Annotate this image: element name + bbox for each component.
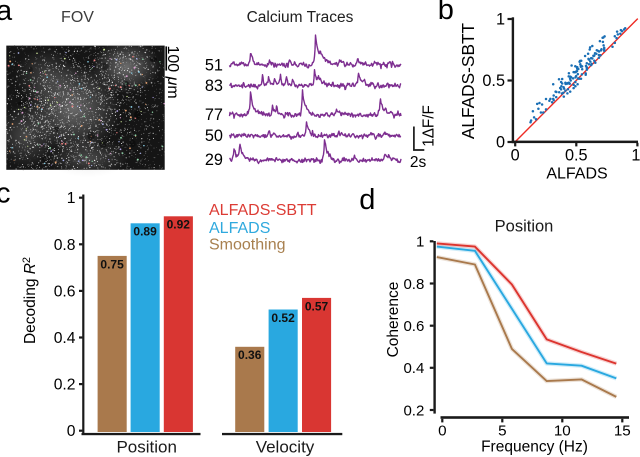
svg-text:0.6: 0.6	[403, 318, 424, 335]
svg-text:0.8: 0.8	[54, 237, 76, 254]
svg-text:ALFADS-SBTT: ALFADS-SBTT	[458, 22, 478, 139]
svg-text:Frequency (Hz): Frequency (Hz)	[481, 439, 588, 456]
svg-text:5: 5	[498, 423, 506, 440]
svg-text:Coherence: Coherence	[385, 282, 402, 358]
svg-text:0.52: 0.52	[271, 311, 295, 325]
svg-text:a: a	[0, 0, 13, 27]
svg-text:1ΔF/F: 1ΔF/F	[421, 105, 438, 147]
svg-text:Calcium Traces: Calcium Traces	[247, 9, 354, 26]
svg-text:ALFADS: ALFADS	[546, 166, 607, 183]
svg-text:50: 50	[205, 127, 223, 145]
svg-text:0.5: 0.5	[565, 146, 588, 164]
svg-text:1: 1	[416, 234, 424, 251]
svg-text:1: 1	[631, 146, 640, 164]
svg-text:0: 0	[496, 134, 505, 152]
svg-text:b: b	[438, 0, 454, 26]
svg-text:ALFADS: ALFADS	[209, 220, 270, 237]
svg-text:0.4: 0.4	[54, 330, 76, 347]
svg-text:100 μm: 100 μm	[164, 46, 181, 99]
svg-text:Position: Position	[116, 438, 176, 457]
svg-text:0.75: 0.75	[100, 257, 124, 271]
svg-text:0.4: 0.4	[403, 360, 424, 377]
svg-text:0.36: 0.36	[238, 348, 262, 362]
svg-text:0.6: 0.6	[54, 283, 76, 300]
svg-text:83: 83	[205, 77, 223, 95]
svg-text:0: 0	[511, 146, 520, 164]
svg-text:10: 10	[554, 423, 571, 440]
svg-text:1: 1	[67, 190, 76, 207]
svg-text:Decoding R2: Decoding R2	[21, 257, 39, 344]
svg-text:29: 29	[205, 151, 223, 169]
svg-text:0.57: 0.57	[305, 299, 329, 313]
svg-text:Position: Position	[495, 218, 554, 236]
svg-text:1: 1	[496, 11, 505, 29]
svg-text:FOV: FOV	[61, 9, 94, 26]
svg-text:Velocity: Velocity	[256, 438, 315, 457]
svg-text:0: 0	[438, 423, 446, 440]
svg-text:2s: 2s	[410, 154, 427, 171]
svg-text:c: c	[0, 177, 11, 209]
svg-text:51: 51	[205, 56, 223, 74]
svg-text:0.2: 0.2	[403, 402, 424, 419]
svg-text:0.2: 0.2	[54, 377, 76, 394]
svg-text:ALFADS-SBTT: ALFADS-SBTT	[209, 202, 317, 219]
svg-text:0.5: 0.5	[482, 72, 505, 90]
svg-text:77: 77	[205, 106, 223, 124]
svg-text:Smoothing: Smoothing	[209, 237, 286, 254]
svg-text:15: 15	[614, 423, 631, 440]
svg-text:0.92: 0.92	[167, 218, 191, 232]
svg-text:d: d	[359, 184, 375, 216]
svg-text:0.8: 0.8	[403, 276, 424, 293]
svg-text:0: 0	[67, 423, 76, 440]
svg-text:0.89: 0.89	[133, 225, 157, 239]
